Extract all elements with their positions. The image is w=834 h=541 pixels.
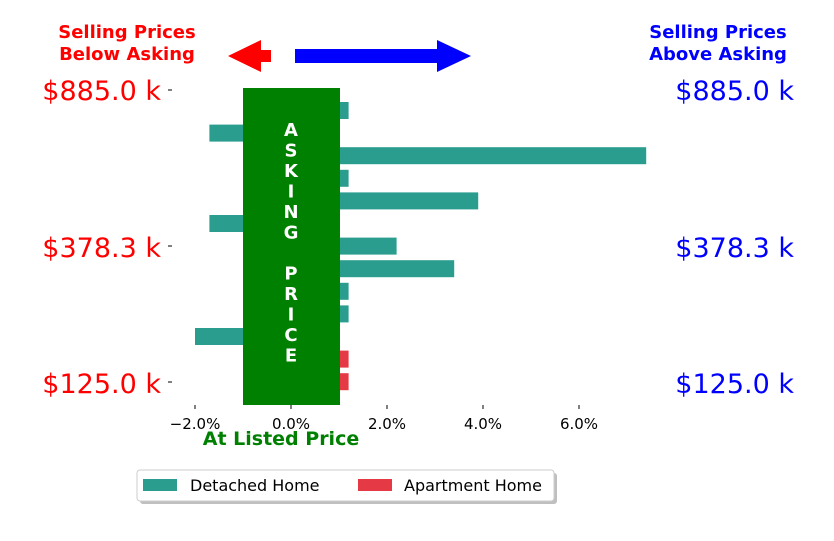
legend-label-detached: Detached Home (190, 476, 320, 495)
asking-price-letter: I (288, 305, 295, 326)
asking-price-letter: R (284, 284, 298, 305)
asking-price-letter: C (284, 325, 297, 346)
asking-price-letter: E (285, 346, 297, 367)
asking-price-letter: A (284, 120, 298, 141)
legend-swatch-apartment (358, 479, 392, 491)
x-tick-label: 6.0% (560, 415, 598, 433)
asking-price-letter: I (288, 182, 295, 203)
x-tick-label: 0.0% (272, 415, 310, 433)
asking-price-letter: S (285, 141, 298, 162)
asking-price-letter: G (284, 223, 299, 244)
x-axis: −2.0% 0.0% 2.0% 4.0% 6.0% (170, 405, 598, 433)
header-below-line2: Below Asking (59, 44, 195, 65)
header-below-line1: Selling Prices (58, 22, 195, 43)
price-label-left-top: $885.0 k (42, 76, 161, 107)
price-label-left-bottom: $125.0 k (42, 369, 161, 400)
detached-bar-2 (291, 147, 647, 165)
right-arrow-icon (295, 40, 471, 72)
asking-price-letter: P (284, 264, 297, 285)
at-listed-price-label: At Listed Price (203, 428, 359, 450)
legend-swatch-detached (143, 479, 177, 491)
asking-price-letter: K (284, 161, 299, 182)
price-label-left-mid: $378.3 k (42, 233, 161, 264)
header-above-line2: Above Asking (649, 44, 787, 65)
asking-price-box (243, 88, 340, 405)
left-arrow-icon (228, 40, 271, 72)
legend (136, 469, 555, 502)
price-label-right-mid: $378.3 k (675, 233, 794, 264)
legend-label-apartment: Apartment Home (404, 476, 542, 495)
x-tick-label: 4.0% (464, 415, 502, 433)
header-above-line1: Selling Prices (649, 22, 786, 43)
price-label-right-top: $885.0 k (675, 76, 794, 107)
x-tick-label: −2.0% (170, 415, 221, 433)
asking-price-letter: N (283, 202, 298, 223)
x-tick-label: 2.0% (368, 415, 406, 433)
price-label-right-bottom: $125.0 k (675, 369, 794, 400)
